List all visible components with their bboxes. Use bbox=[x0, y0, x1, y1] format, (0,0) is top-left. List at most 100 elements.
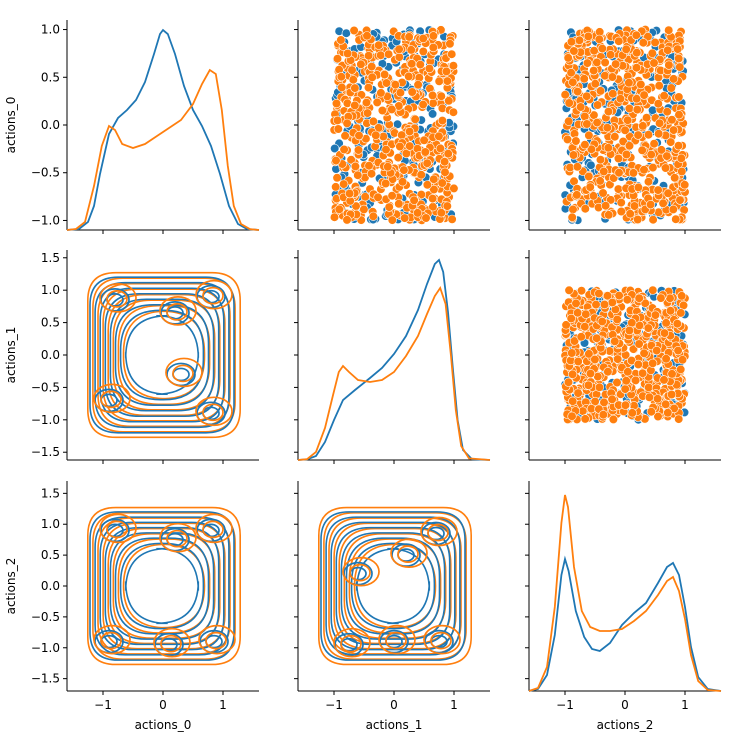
y-tick-label-row2-5: 1.0 bbox=[41, 517, 60, 531]
scatter-point-series-b bbox=[566, 313, 576, 324]
scatter-point-series-b bbox=[395, 88, 406, 98]
scatter-point-series-b bbox=[583, 31, 593, 42]
scatter-point-series-b bbox=[418, 33, 428, 44]
kde-peak-series-b-1 bbox=[159, 296, 197, 326]
scatter-point-series-b bbox=[633, 359, 643, 370]
x-axis-label-col2: actions_2 bbox=[597, 718, 654, 732]
scatter-point-series-b bbox=[440, 157, 450, 167]
scatter-point-series-b bbox=[566, 355, 576, 366]
scatter-point-series-b bbox=[337, 82, 347, 92]
scatter-point-series-b bbox=[634, 293, 644, 303]
scatter-point-series-b bbox=[646, 150, 656, 160]
scatter-point-series-a bbox=[428, 109, 438, 119]
scatter-point-series-b bbox=[567, 212, 577, 222]
scatter-point-series-b bbox=[346, 155, 356, 165]
scatter-point-series-b bbox=[591, 300, 601, 310]
scatter-point-series-b bbox=[435, 143, 446, 153]
scatter-point-series-b bbox=[406, 45, 416, 55]
scatter-point-series-b bbox=[582, 91, 592, 101]
scatter-point-series-b bbox=[568, 150, 579, 160]
kde-contour-level-series-b-0 bbox=[318, 506, 472, 666]
kde-peak-inner-series-b-0 bbox=[106, 520, 128, 539]
kde-contour-level-series-b-0 bbox=[87, 271, 241, 439]
scatter-point-series-b bbox=[342, 215, 352, 225]
kde-line-series-a-actions_1 bbox=[297, 258, 491, 461]
kde-contour-level-series-a-5 bbox=[114, 537, 210, 635]
scatter-point-series-b bbox=[421, 213, 431, 223]
scatter-point-series-b bbox=[590, 79, 600, 89]
scatter-point-series-b bbox=[585, 369, 596, 379]
scatter-point-series-b bbox=[586, 144, 597, 154]
scatter-point-series-b bbox=[339, 144, 349, 155]
scatter-point-series-b bbox=[422, 158, 432, 168]
scatter-point-series-b bbox=[448, 107, 459, 117]
kde-peak-series-b-2 bbox=[195, 513, 233, 544]
scatter-point-series-b bbox=[658, 198, 668, 208]
scatter-point-series-b bbox=[428, 98, 438, 108]
kde-peak-series-b-5 bbox=[165, 357, 203, 388]
x-tick-label-col1-0: −1 bbox=[325, 698, 343, 712]
scatter-point-series-b bbox=[333, 124, 343, 134]
scatter-point-series-b bbox=[442, 201, 452, 211]
y-tick-label-row2-0: −1.5 bbox=[31, 672, 60, 686]
kde-peak-inner-series-b-3 bbox=[100, 390, 122, 409]
y-tick-label-row0-1: −0.5 bbox=[31, 166, 60, 180]
scatter-point-series-b bbox=[620, 400, 631, 410]
scatter-point-series-b bbox=[670, 173, 680, 183]
scatter-point-series-b bbox=[384, 49, 394, 59]
kde-line-series-b-actions_0 bbox=[66, 68, 260, 231]
scatter-point-series-b bbox=[562, 134, 573, 144]
scatter-point-series-b bbox=[627, 318, 637, 328]
scatter-point-series-b bbox=[361, 97, 372, 108]
kde-peak-series-b-3 bbox=[93, 383, 131, 414]
kde-peak-series-b-3 bbox=[93, 624, 131, 655]
scatter-point-series-b bbox=[650, 37, 660, 48]
scatter-point-series-b bbox=[428, 31, 439, 41]
scatter-point-series-b bbox=[637, 368, 648, 378]
x-tick-label-col0-1: 0 bbox=[159, 698, 167, 712]
kde-contour-level-series-a-5 bbox=[114, 303, 210, 407]
y-tick-label-row1-3: 0.0 bbox=[41, 348, 60, 362]
kde-contour-panel-actions_2-vs-actions_0 bbox=[87, 506, 241, 666]
scatter-point-series-b bbox=[394, 52, 404, 62]
kde-peak-inner-series-b-3 bbox=[427, 523, 449, 542]
scatter-point-series-b bbox=[332, 115, 343, 125]
scatter-point-series-b bbox=[613, 354, 623, 364]
scatter-point-series-b bbox=[440, 167, 450, 177]
scatter-point-series-b bbox=[342, 118, 352, 128]
scatter-point-series-b bbox=[428, 42, 438, 53]
scatter-point-series-b bbox=[368, 116, 379, 126]
scatter-point-series-b bbox=[441, 66, 452, 76]
scatter-point-series-b bbox=[610, 336, 620, 346]
scatter-point-series-b bbox=[566, 68, 576, 78]
kde-peak-inner-series-b-2 bbox=[202, 286, 224, 305]
y-tick-label-row2-1: −1.0 bbox=[31, 641, 60, 655]
scatter-point-series-b bbox=[614, 291, 624, 301]
scatter-point-series-b bbox=[628, 344, 639, 354]
scatter-point-series-b bbox=[624, 325, 635, 336]
scatter-point-series-b bbox=[422, 180, 433, 190]
scatter-point-series-b bbox=[639, 348, 649, 358]
scatter-point-series-b bbox=[610, 132, 620, 142]
scatter-point-series-b bbox=[420, 147, 430, 157]
scatter-point-series-b bbox=[572, 86, 583, 97]
scatter-point-series-b bbox=[381, 178, 391, 189]
kde-peak-series-b-5 bbox=[198, 624, 236, 655]
x-tick-label-col0-0: −1 bbox=[94, 698, 112, 712]
scatter-point-series-b bbox=[580, 140, 590, 150]
scatter-point-series-b bbox=[620, 384, 630, 394]
scatter-point-series-b bbox=[576, 102, 586, 112]
scatter-point-series-b bbox=[579, 74, 589, 84]
scatter-point-series-b bbox=[429, 184, 439, 195]
scatter-point-series-b bbox=[654, 118, 665, 128]
scatter-point-series-b bbox=[600, 71, 610, 81]
scatter-point-series-b bbox=[661, 354, 671, 364]
scatter-point-series-b bbox=[643, 323, 653, 333]
scatter-point-series-b bbox=[340, 131, 350, 141]
scatter-point-series-b bbox=[613, 153, 624, 164]
scatter-point-series-b bbox=[367, 72, 377, 82]
x-axis-label-col1: actions_1 bbox=[366, 718, 423, 732]
scatter-point-series-b bbox=[436, 91, 446, 101]
